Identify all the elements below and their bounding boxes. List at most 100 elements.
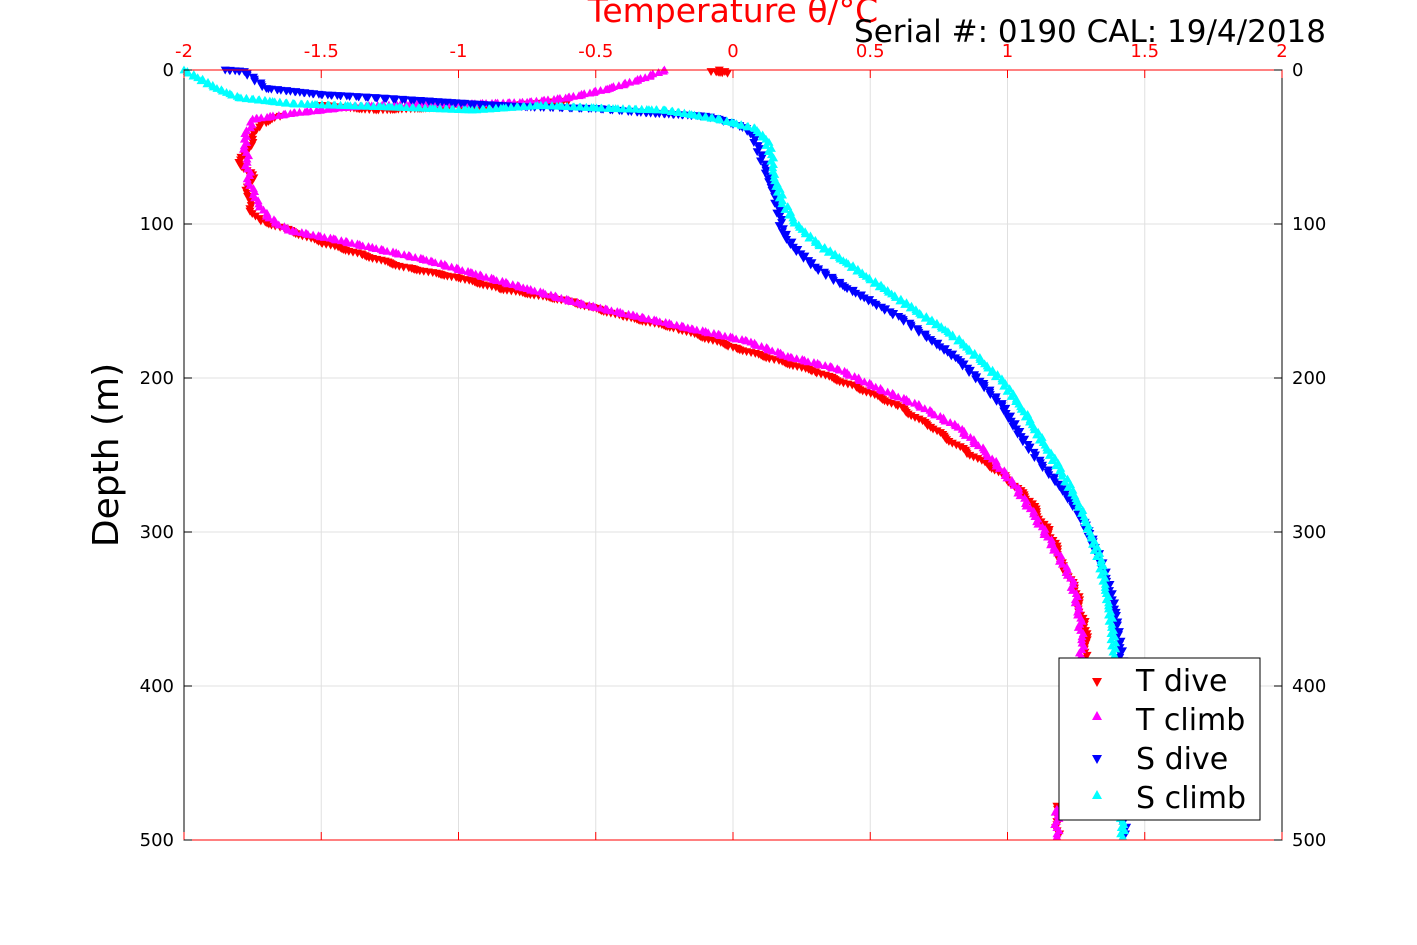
data-point [246, 123, 256, 132]
data-point [1006, 417, 1016, 426]
data-point [814, 241, 824, 250]
data-point [692, 325, 702, 334]
y-axis-label: Depth (m) [86, 363, 127, 547]
data-point [549, 94, 559, 103]
data-point [1107, 641, 1117, 650]
data-point [447, 104, 457, 113]
data-point [737, 120, 747, 129]
data-point [700, 112, 710, 121]
data-point [731, 334, 741, 343]
data-point [1095, 564, 1105, 573]
y-tick-label-left: 500 [140, 830, 174, 851]
data-point [362, 101, 372, 110]
data-point [749, 139, 759, 147]
data-point [983, 363, 993, 372]
data-point [358, 241, 368, 250]
data-point [1002, 386, 1012, 395]
data-point [1038, 464, 1048, 472]
data-point [618, 309, 628, 318]
data-point [274, 110, 284, 119]
data-point [574, 102, 584, 111]
data-point [561, 93, 571, 102]
data-point [960, 430, 970, 439]
data-point [804, 233, 814, 242]
data-point [1051, 461, 1061, 470]
legend-box [1058, 657, 1261, 821]
data-point [630, 76, 640, 85]
x-tick-label: -1.5 [304, 41, 339, 62]
data-point [877, 386, 887, 395]
data-point [291, 227, 301, 236]
x-tick-label: 1 [1002, 41, 1013, 62]
data-point [891, 292, 901, 301]
y-tick-label-left: 100 [140, 214, 174, 235]
data-point [407, 103, 417, 112]
data-point [274, 220, 284, 229]
data-point [281, 98, 291, 107]
data-point [964, 369, 974, 377]
data-point [1033, 519, 1043, 528]
data-point [869, 278, 879, 287]
data-point [751, 340, 761, 349]
data-point [518, 101, 528, 110]
data-point [568, 102, 578, 111]
data-point [815, 360, 825, 369]
data-point [827, 363, 837, 372]
data-point [254, 202, 264, 211]
data-point [645, 71, 655, 80]
data-point [578, 300, 588, 309]
data-point [308, 230, 318, 239]
data-point [537, 96, 547, 105]
data-point [777, 199, 787, 208]
data-point [792, 354, 802, 363]
data-point [290, 99, 300, 108]
data-point [1060, 477, 1070, 486]
y-tick-label-right: 0 [1292, 60, 1303, 81]
x-tick-label: 1.5 [1130, 41, 1159, 62]
data-point [1018, 438, 1028, 447]
data-point [1069, 576, 1079, 585]
data-point [900, 300, 910, 308]
data-point [296, 99, 306, 108]
data-point [784, 210, 794, 219]
data-point [481, 272, 491, 281]
data-point [430, 258, 440, 267]
data-point [323, 104, 333, 113]
data-point [354, 93, 364, 102]
data-point [965, 346, 975, 355]
legend-label-s-climb: S climb [1136, 781, 1246, 816]
data-point [391, 95, 401, 104]
data-point [1110, 650, 1120, 659]
data-point [1024, 446, 1034, 455]
data-point [904, 397, 914, 406]
data-point [1060, 490, 1070, 499]
data-point [895, 296, 905, 305]
data-point [503, 279, 513, 288]
data-point [381, 95, 391, 103]
x-tick-label: -2 [175, 41, 193, 62]
data-point [1077, 635, 1087, 644]
legend-label-t-climb: T climb [1135, 703, 1245, 738]
data-point [253, 95, 263, 104]
data-point [652, 105, 662, 114]
data-point [441, 104, 451, 113]
data-point [1063, 482, 1073, 491]
data-point [597, 103, 607, 112]
data-point [1057, 471, 1067, 480]
data-point [865, 275, 875, 284]
data-point [410, 253, 420, 261]
data-point [920, 404, 930, 413]
data-point [777, 228, 787, 237]
data-point [791, 248, 801, 257]
data-point [317, 100, 327, 109]
data-point [799, 254, 809, 263]
data-point [782, 236, 792, 244]
data-point [1089, 545, 1099, 554]
data-point [818, 244, 828, 253]
data-point [666, 107, 676, 115]
data-point [484, 104, 494, 113]
data-point [183, 68, 193, 77]
data-point [459, 100, 469, 108]
data-point [703, 328, 713, 337]
data-point [335, 92, 345, 101]
